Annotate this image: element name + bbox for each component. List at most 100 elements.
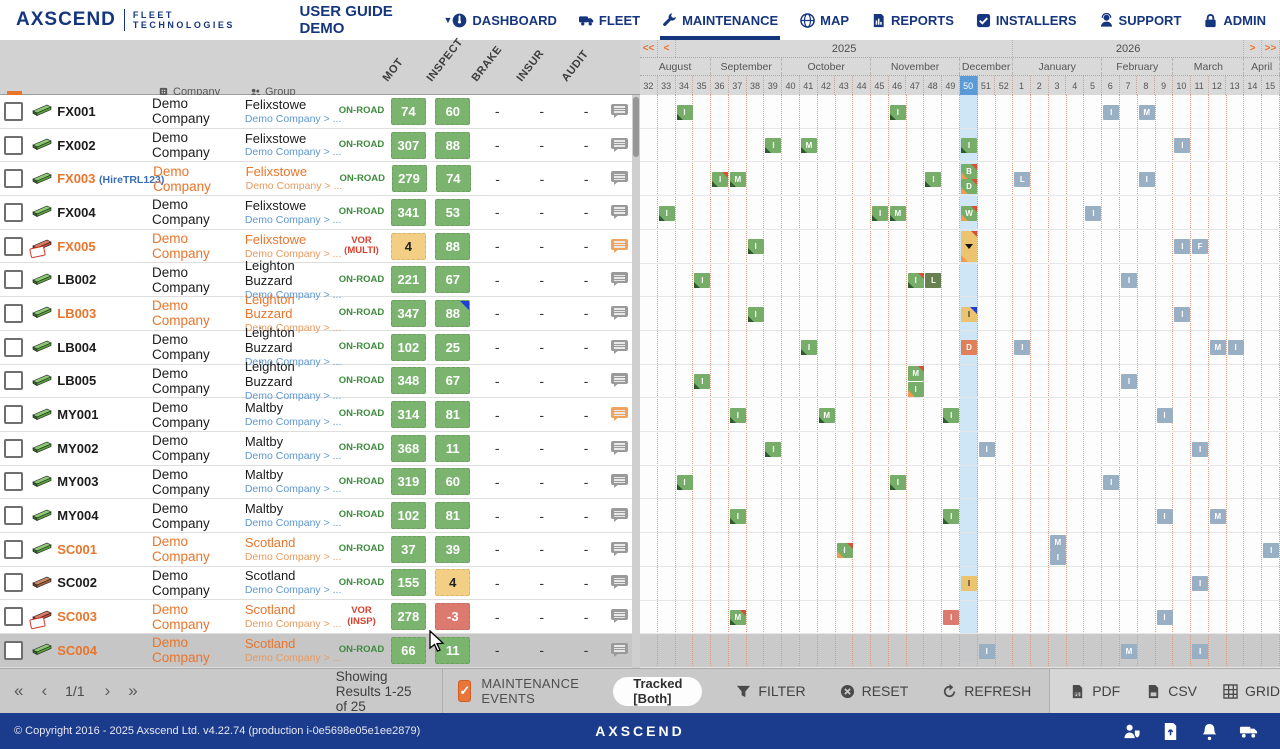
company-breadcrumb-link[interactable]: Demo Company > ... — [244, 389, 342, 402]
mot-days-badge[interactable]: 347 — [390, 299, 426, 327]
comment-button[interactable] — [608, 305, 632, 321]
fleet-number[interactable]: SC001 — [57, 541, 97, 557]
week-2[interactable]: 2 — [1031, 76, 1049, 95]
event-marker-I[interactable]: I — [1192, 643, 1209, 659]
company-breadcrumb-link[interactable]: Demo Company > ... — [244, 213, 342, 226]
nav-reports[interactable]: REPORTS — [871, 0, 954, 40]
row-checkbox[interactable] — [4, 236, 24, 256]
row-checkbox[interactable] — [4, 337, 24, 357]
nav-support[interactable]: SUPPORT — [1099, 0, 1181, 40]
event-marker-M[interactable]: M — [889, 205, 906, 221]
comment-button[interactable] — [608, 103, 632, 119]
fleet-number[interactable]: MY004 — [57, 508, 99, 524]
event-marker-I[interactable]: I — [978, 643, 995, 659]
mot-days-badge[interactable]: 74 — [390, 97, 426, 125]
event-marker-I[interactable]: I — [978, 441, 995, 457]
week-49[interactable]: 49 — [942, 76, 960, 95]
inspect-days-badge[interactable]: 74 — [435, 165, 471, 193]
company-breadcrumb-link[interactable]: Demo Company > ... — [244, 247, 342, 260]
event-marker-vor[interactable] — [961, 231, 977, 263]
event-marker-I[interactable]: I — [1121, 273, 1137, 289]
event-marker-I[interactable]: I — [1138, 171, 1155, 187]
column-header-mot[interactable]: MOT — [380, 56, 406, 84]
week-47[interactable]: 47 — [906, 76, 925, 95]
mot-days-badge[interactable]: 307 — [390, 131, 426, 159]
week-44[interactable]: 44 — [853, 76, 871, 95]
event-marker-I[interactable]: I — [889, 104, 906, 120]
event-marker-I[interactable]: I — [961, 138, 977, 154]
company-breadcrumb-link[interactable]: Demo Company > ... — [244, 146, 342, 159]
inspect-days-badge[interactable]: 81 — [435, 401, 471, 429]
tracked-toggle-button[interactable]: Tracked [Both] — [613, 676, 703, 706]
week-46[interactable]: 46 — [889, 76, 907, 95]
comment-button[interactable] — [608, 407, 632, 422]
event-marker-I[interactable]: I — [1174, 138, 1191, 154]
table-row-LB003[interactable]: LB003 Demo Company Leighton Buzzard Demo Co… — [0, 292, 632, 334]
mot-days-badge[interactable]: 66 — [390, 636, 426, 664]
grid-view-button[interactable]: GRID — [1223, 683, 1280, 699]
event-marker-B[interactable]: B — [961, 163, 977, 179]
nav-installers[interactable]: INSTALLERS — [976, 0, 1077, 40]
event-marker-I[interactable]: I — [801, 340, 817, 356]
event-marker-M[interactable]: M — [801, 138, 817, 154]
week-35[interactable]: 35 — [693, 76, 712, 95]
table-row-MY003[interactable]: MY003 Demo Company Maltby Demo Company > ..… — [0, 465, 632, 500]
table-row-FX001[interactable]: FX001 Demo Company Felixstowe Demo Company … — [0, 95, 632, 129]
filter-button[interactable]: FILTER — [736, 683, 806, 699]
week-48[interactable]: 48 — [924, 76, 943, 95]
event-marker-I[interactable]: I — [943, 407, 960, 423]
company-breadcrumb-link[interactable]: Demo Company > ... — [244, 112, 342, 125]
inspect-days-badge[interactable]: 88 — [435, 131, 471, 159]
week-52[interactable]: 52 — [995, 76, 1014, 95]
week-50[interactable]: 50 — [959, 76, 978, 95]
event-marker-I[interactable]: I — [1103, 475, 1120, 491]
week-1[interactable]: 1 — [1013, 76, 1031, 95]
event-marker-M[interactable]: M — [1121, 643, 1137, 659]
event-marker-I[interactable]: I — [1192, 576, 1209, 592]
week-6[interactable]: 6 — [1102, 76, 1120, 95]
row-checkbox[interactable] — [4, 539, 24, 559]
table-row-SC003[interactable]: SC003 Demo Company Scotland Demo Company > … — [0, 600, 632, 634]
fleet-number[interactable]: SC003 — [57, 609, 97, 625]
event-marker-F[interactable]: F — [1192, 239, 1209, 255]
event-marker-I[interactable]: I — [765, 441, 782, 457]
row-checkbox[interactable] — [4, 303, 24, 323]
fleet-number[interactable]: LB005 — [57, 373, 97, 389]
company-breadcrumb-link[interactable]: Demo Company > ... — [244, 618, 342, 631]
inspect-days-badge[interactable]: 39 — [435, 535, 471, 563]
inspect-days-badge[interactable]: 4 — [435, 569, 471, 597]
company-breadcrumb-link[interactable]: Demo Company > ... — [244, 517, 342, 530]
planner-prev-button[interactable]: < — [658, 40, 676, 57]
week-39[interactable]: 39 — [764, 76, 783, 95]
week-15[interactable]: 15 — [1262, 76, 1280, 95]
reset-button[interactable]: RESET — [840, 683, 908, 699]
inspect-days-badge[interactable]: 81 — [435, 502, 471, 530]
nav-dashboard[interactable]: DASHBOARD — [452, 0, 557, 40]
event-marker-M[interactable]: M — [907, 366, 924, 382]
table-row-FX004[interactable]: FX004 Demo Company Felixstowe Demo Company … — [0, 196, 632, 230]
inspect-days-badge[interactable]: 88 — [435, 232, 471, 260]
event-marker-I[interactable]: I — [1192, 441, 1209, 457]
mot-days-badge[interactable]: 221 — [390, 266, 426, 294]
comment-button[interactable] — [608, 508, 632, 523]
maintenance-events-checkbox[interactable]: ✓ — [458, 680, 472, 702]
event-marker-I[interactable]: I — [1049, 550, 1066, 566]
comment-button[interactable] — [608, 440, 632, 456]
mot-days-badge[interactable]: 278 — [390, 603, 426, 631]
fleet-number[interactable]: FX003 (HireTRL123) — [57, 171, 165, 187]
week-40[interactable]: 40 — [782, 76, 800, 95]
event-marker-I[interactable]: I — [907, 273, 924, 289]
event-marker-I[interactable]: I — [729, 407, 746, 423]
event-marker-I[interactable]: I — [747, 306, 764, 322]
event-marker-I[interactable]: I — [1156, 508, 1173, 524]
row-checkbox[interactable] — [4, 405, 24, 425]
table-row-FX005[interactable]: FX005 Demo Company Felixstowe Demo Company … — [0, 229, 632, 264]
event-marker-I[interactable]: I — [1085, 205, 1102, 221]
event-marker-I[interactable]: I — [676, 104, 693, 120]
nav-admin[interactable]: ADMIN — [1203, 0, 1266, 40]
event-marker-I[interactable]: I — [961, 576, 977, 592]
event-marker-I[interactable]: I — [943, 508, 960, 524]
mot-days-badge[interactable]: 341 — [390, 198, 426, 226]
week-38[interactable]: 38 — [747, 76, 765, 95]
